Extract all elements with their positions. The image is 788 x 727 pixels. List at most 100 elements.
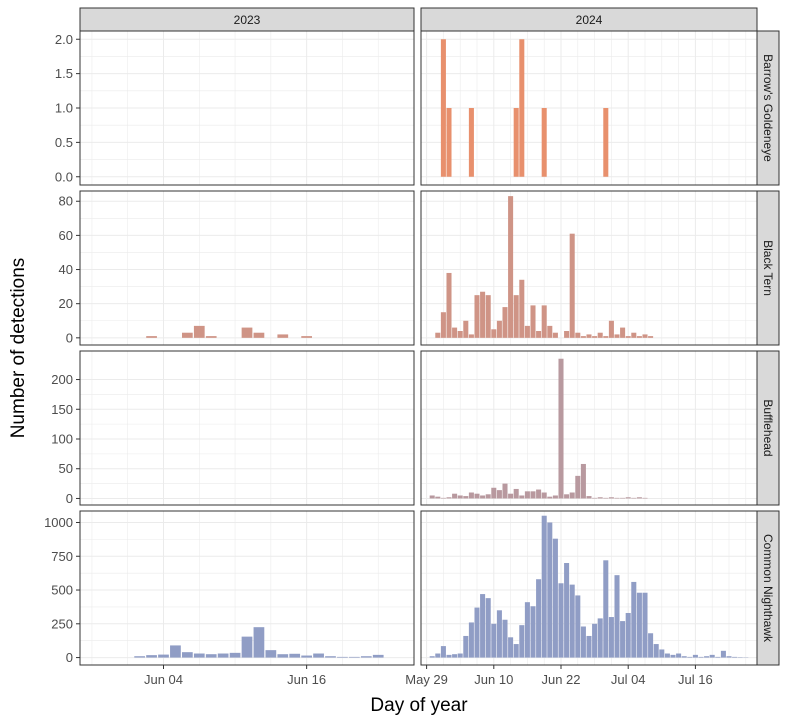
panel-background	[421, 191, 757, 345]
bar-common-nighthawk-2024	[564, 563, 569, 658]
bar-common-nighthawk-2024	[508, 637, 513, 657]
y-tick-label: 0	[66, 491, 73, 506]
bar-barrow-s-goldeneye-2024	[542, 108, 547, 177]
bar-bufflehead-2024	[486, 494, 491, 498]
bar-black-tern-2024	[626, 336, 631, 338]
panel-background	[421, 351, 757, 505]
bar-common-nighthawk-2024	[682, 656, 687, 657]
bar-bufflehead-2024	[631, 498, 636, 499]
bar-common-nighthawk-2023	[182, 652, 193, 657]
bar-bufflehead-2024	[547, 497, 552, 499]
bar-common-nighthawk-2024	[586, 636, 591, 658]
bar-common-nighthawk-2024	[452, 654, 457, 657]
bar-common-nighthawk-2023	[337, 657, 348, 658]
bar-black-tern-2023	[182, 333, 193, 338]
bar-bufflehead-2024	[575, 476, 580, 499]
bar-common-nighthawk-2023	[361, 656, 372, 657]
y-tick-label: 0	[66, 330, 73, 345]
y-tick-label: 40	[59, 262, 73, 277]
bar-common-nighthawk-2024	[441, 646, 446, 657]
y-tick-label: 50	[59, 461, 73, 476]
bar-barrow-s-goldeneye-2024	[603, 108, 608, 177]
panel-background	[80, 191, 414, 345]
y-tick-label: 0	[66, 650, 73, 665]
bar-bufflehead-2024	[592, 498, 597, 499]
x-tick-label: Jun 16	[287, 672, 326, 687]
panel-background	[80, 351, 414, 505]
bar-black-tern-2024	[502, 307, 507, 338]
bar-black-tern-2024	[463, 321, 468, 338]
bar-black-tern-2024	[458, 331, 463, 338]
y-tick-label: 200	[51, 372, 73, 387]
x-tick-label: Jun 10	[474, 672, 513, 687]
bar-barrow-s-goldeneye-2024	[519, 39, 524, 177]
x-tick-label: Jun 22	[541, 672, 580, 687]
bar-common-nighthawk-2023	[277, 654, 288, 657]
bar-bufflehead-2024	[558, 359, 563, 499]
bar-common-nighthawk-2024	[570, 585, 575, 658]
bar-bufflehead-2024	[441, 498, 446, 499]
bar-common-nighthawk-2023	[242, 637, 253, 658]
bar-bufflehead-2024	[642, 498, 647, 499]
y-tick-label: 150	[51, 402, 73, 417]
bar-common-nighthawk-2024	[665, 654, 670, 658]
bar-bufflehead-2024	[570, 493, 575, 499]
bar-black-tern-2024	[642, 334, 647, 337]
bar-black-tern-2024	[497, 321, 502, 338]
bar-black-tern-2024	[547, 326, 552, 338]
bar-bufflehead-2024	[586, 496, 591, 498]
bar-common-nighthawk-2024	[715, 657, 720, 658]
bar-black-tern-2024	[620, 328, 625, 338]
bar-black-tern-2024	[446, 273, 451, 338]
bar-common-nighthawk-2024	[721, 651, 726, 658]
bar-black-tern-2024	[603, 336, 608, 338]
bar-bufflehead-2024	[491, 488, 496, 499]
bar-bufflehead-2024	[463, 496, 468, 498]
bar-black-tern-2024	[508, 196, 513, 338]
bar-black-tern-2024	[519, 280, 524, 338]
bar-common-nighthawk-2024	[575, 595, 580, 657]
bar-common-nighthawk-2024	[642, 593, 647, 658]
bar-bufflehead-2024	[609, 497, 614, 498]
y-tick-label: 500	[51, 583, 73, 598]
species-strip-label-bufflehead: Bufflehead	[761, 399, 775, 456]
bar-common-nighthawk-2024	[710, 655, 715, 658]
bar-common-nighthawk-2024	[458, 654, 463, 658]
species-strip-label-barrow-s-goldeneye: Barrow's Goldeneye	[761, 54, 775, 162]
bar-black-tern-2024	[514, 295, 519, 338]
bar-bufflehead-2024	[508, 494, 513, 499]
bar-bufflehead-2024	[614, 498, 619, 499]
y-tick-label: 0.5	[55, 135, 73, 150]
bar-barrow-s-goldeneye-2024	[514, 108, 519, 177]
y-tick-label: 0.0	[55, 169, 73, 184]
bar-common-nighthawk-2024	[474, 608, 479, 658]
bar-black-tern-2024	[575, 333, 580, 338]
bar-bufflehead-2024	[480, 495, 485, 498]
bar-black-tern-2024	[435, 333, 440, 338]
bar-bufflehead-2024	[435, 497, 440, 499]
bar-bufflehead-2024	[525, 491, 530, 498]
bar-black-tern-2024	[648, 336, 653, 338]
bar-common-nighthawk-2024	[609, 617, 614, 658]
bar-black-tern-2024	[553, 333, 558, 338]
bar-common-nighthawk-2024	[519, 625, 524, 657]
bar-common-nighthawk-2024	[637, 593, 642, 658]
bar-bufflehead-2024	[452, 494, 457, 499]
bar-common-nighthawk-2024	[558, 583, 563, 657]
bar-common-nighthawk-2023	[134, 656, 145, 657]
bar-bufflehead-2024	[458, 495, 463, 498]
bar-bufflehead-2024	[581, 464, 586, 498]
bar-barrow-s-goldeneye-2024	[446, 108, 451, 177]
bar-common-nighthawk-2023	[158, 655, 169, 658]
bar-common-nighthawk-2024	[659, 649, 664, 657]
bar-common-nighthawk-2024	[502, 620, 507, 658]
bar-common-nighthawk-2024	[698, 657, 703, 658]
y-tick-label: 1.5	[55, 66, 73, 81]
bar-common-nighthawk-2024	[687, 657, 692, 658]
bar-common-nighthawk-2024	[598, 618, 603, 657]
bar-black-tern-2023	[194, 326, 205, 338]
x-axis-title: Day of year	[370, 695, 468, 716]
bar-common-nighthawk-2023	[194, 654, 205, 658]
bar-common-nighthawk-2024	[581, 627, 586, 658]
